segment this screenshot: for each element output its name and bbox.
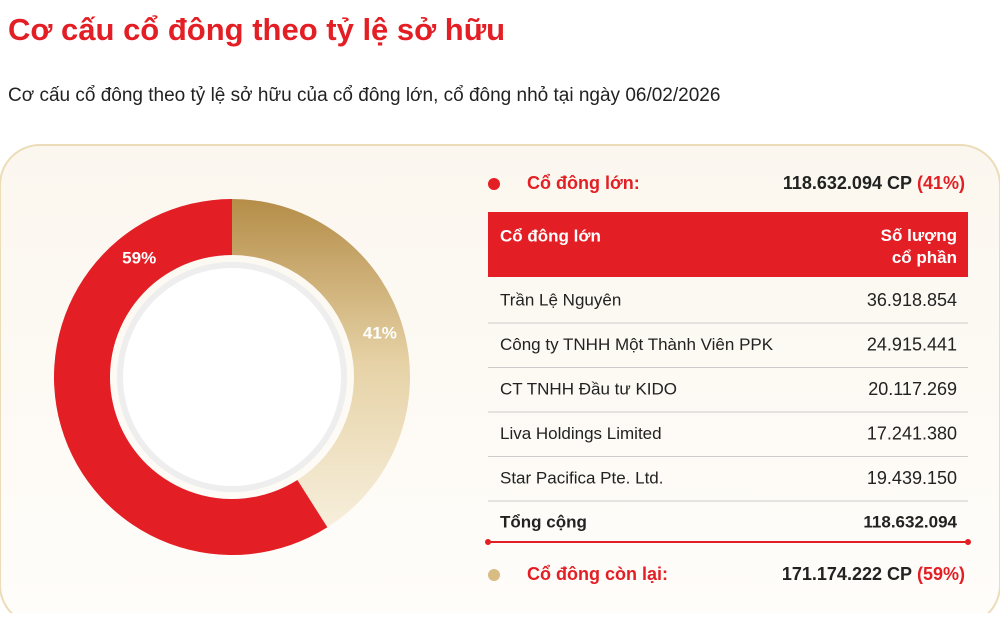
legend-percent: (59%) — [917, 564, 965, 584]
header-line: cổ phần — [892, 248, 957, 267]
rule-dot — [965, 539, 971, 545]
title: Cơ cấu cổ đông theo tỷ lệ sở hữu — [8, 12, 505, 47]
name-cell: CT TNHH Đầu tư KIDO — [500, 379, 677, 398]
legend-dot — [488, 569, 500, 581]
total-value: 118.632.094 — [863, 512, 957, 531]
shares-cell: 17.241.380 — [867, 423, 957, 443]
slice-label: 59% — [122, 249, 156, 268]
name-cell: Công ty TNHH Một Thành Viên PPK — [500, 335, 774, 354]
shares-cell: 36.918.854 — [867, 290, 957, 310]
rule-dot — [485, 539, 491, 545]
legend-shares: 118.632.094 CP — [783, 173, 912, 193]
header-cell: Số lượng cổ phần — [881, 226, 957, 267]
shares-cell: 19.439.150 — [867, 468, 957, 488]
donut: 41% 59% — [53, 199, 410, 555]
slice-label: 41% — [363, 324, 397, 343]
legend-shares: 171.174.222 CP — [782, 564, 912, 584]
inner-ring — [117, 262, 347, 492]
name-cell: Star Pacifica Pte. Ltd. — [500, 468, 663, 487]
shares-cell: 24.915.441 — [867, 334, 957, 354]
shares-cell: 20.117.269 — [868, 379, 957, 399]
table-panel: Cổ đông lớn: (41%)118.632.094 CP Cổ đông c… — [485, 173, 971, 584]
table-header — [488, 212, 968, 277]
legend-percent: (41%) — [917, 173, 965, 193]
subtitle: Cơ cấu cổ đông theo tỷ lệ sở hữu của cổ … — [8, 85, 720, 106]
header-line: Số lượng — [881, 226, 957, 245]
header-cell: Cổ đông lớn — [500, 226, 601, 245]
name-cell: Trần Lệ Nguyên — [500, 290, 621, 309]
legend-dot — [488, 178, 500, 190]
legend-label: Cổ đông còn lại: — [527, 564, 668, 584]
legend-label: Cổ đông lớn: — [527, 173, 640, 193]
slice — [53, 199, 328, 555]
slice — [232, 199, 410, 528]
name-cell: Liva Holdings Limited — [500, 424, 662, 443]
total-label: Tổng cộng — [500, 512, 587, 531]
